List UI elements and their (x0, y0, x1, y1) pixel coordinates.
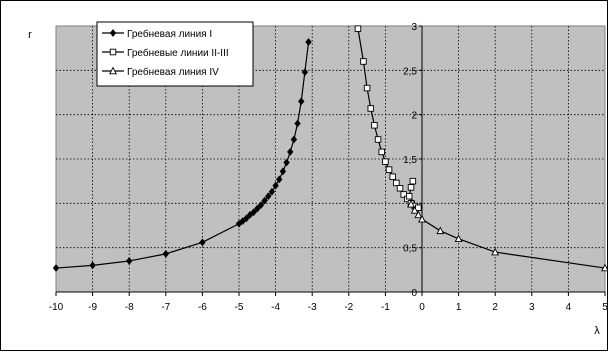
data-point (268, 187, 276, 196)
data-point (407, 184, 415, 191)
data-point (405, 192, 413, 200)
series-2 (354, 25, 422, 212)
grid-layer (56, 26, 605, 292)
x-tick-label: 4 (566, 302, 572, 313)
y-tick-label: 2,5 (403, 66, 417, 77)
x-axis-label: λ (594, 325, 600, 337)
y-axis-label: r (28, 29, 32, 41)
data-point (389, 173, 396, 180)
x-tick-label: -3 (308, 302, 317, 313)
data-point (407, 199, 415, 208)
x-tick-label: 1 (456, 302, 462, 313)
data-point (360, 58, 367, 65)
y-tick-label: 3 (411, 22, 417, 33)
series-layer (52, 25, 608, 272)
data-point (305, 38, 312, 46)
x-tick-label: 3 (529, 302, 535, 313)
x-tick-label: -2 (344, 302, 353, 313)
x-tick-label: -6 (198, 302, 207, 313)
data-point (354, 25, 362, 32)
data-point (414, 210, 423, 219)
data-point (294, 119, 301, 128)
data-point (52, 264, 60, 272)
x-tick-label: -5 (235, 302, 244, 313)
x-tick-label: 0 (419, 302, 425, 313)
y-tick-label: 0,5 (403, 244, 417, 255)
data-point (396, 185, 404, 192)
data-point (436, 226, 445, 235)
data-point (298, 97, 305, 106)
data-point (199, 238, 206, 247)
data-point (410, 206, 419, 214)
x-tick-label: -10 (49, 302, 64, 313)
data-point (276, 175, 283, 184)
x-tick-label: -4 (271, 302, 280, 313)
data-point (279, 167, 287, 176)
data-point (454, 234, 463, 243)
data-point (89, 261, 96, 270)
data-point (272, 181, 279, 190)
x-tick-label: 5 (602, 302, 608, 313)
data-point (385, 166, 393, 173)
data-point (254, 204, 261, 213)
data-point (382, 158, 389, 165)
legend-label: Гребневые линии II-III (127, 47, 229, 59)
x-tick-label: -7 (161, 302, 170, 313)
data-point (261, 196, 268, 205)
legend-marker (109, 66, 117, 75)
series-3 (407, 199, 608, 272)
x-tick-label: -1 (381, 302, 390, 313)
legend-label: Гребневая линия IV (127, 66, 219, 78)
legend-item-3: Гребневая линия IV (102, 66, 219, 78)
legend: Гребневая линия I Гребневые линии II-III Г… (96, 21, 254, 87)
data-point (378, 148, 385, 156)
y-tick-label: 0 (411, 288, 417, 299)
data-point (371, 122, 378, 129)
data-point (418, 214, 426, 223)
legend-items: Гребневая линия I Гребневые линии II-III Г… (102, 28, 229, 78)
data-point (491, 247, 500, 256)
legend-marker (109, 48, 117, 56)
data-point (243, 214, 250, 223)
data-point (290, 135, 298, 144)
data-point (126, 257, 133, 265)
legend-item-2: Гребневые линии II-III (102, 47, 229, 59)
legend-label: Гребневая линия I (127, 28, 212, 40)
data-point (409, 177, 417, 185)
data-point (393, 179, 400, 187)
data-point (257, 201, 265, 209)
data-point (265, 192, 272, 201)
data-point (367, 105, 375, 112)
x-tick-label: -8 (125, 302, 134, 313)
data-point (250, 208, 257, 217)
x-tick-label: -9 (88, 302, 97, 313)
legend-marker (109, 29, 117, 37)
series-1 (52, 38, 312, 272)
data-point (283, 158, 290, 167)
data-point (363, 84, 371, 92)
data-point (162, 250, 169, 258)
x-tick-label: 2 (492, 302, 498, 313)
data-point (301, 68, 309, 76)
y-tick-label: 2 (411, 111, 417, 122)
data-point (601, 263, 608, 272)
legend-item-1: Гребневая линия I (102, 28, 212, 40)
data-point (374, 136, 382, 143)
y-tick-label: 1,5 (403, 155, 417, 166)
data-point (287, 148, 294, 156)
